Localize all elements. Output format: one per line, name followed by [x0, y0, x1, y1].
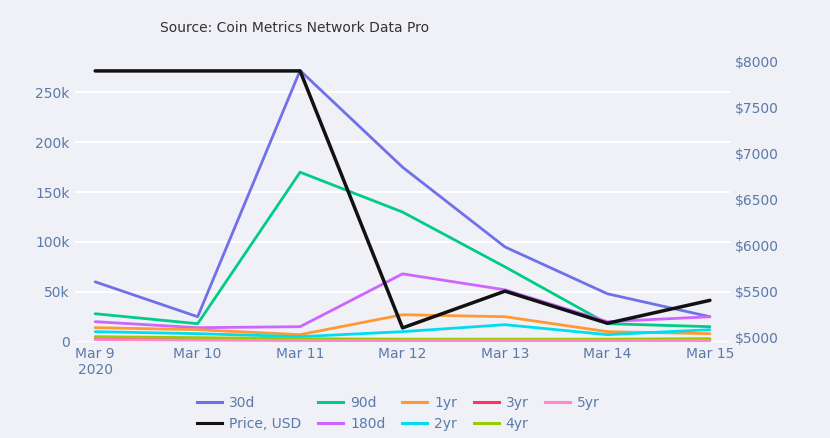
90d — [398, 209, 408, 215]
Line: 90d: 90d — [95, 172, 710, 327]
Price, USD — [295, 68, 305, 74]
30d — [603, 291, 613, 297]
2yr — [603, 332, 613, 337]
180d — [193, 325, 203, 330]
90d — [603, 321, 613, 326]
2yr — [500, 322, 510, 327]
3yr — [500, 337, 510, 342]
30d — [295, 68, 305, 73]
Line: 1yr: 1yr — [95, 315, 710, 335]
4yr — [398, 336, 408, 342]
5yr — [193, 338, 203, 343]
180d — [398, 271, 408, 276]
1yr — [295, 332, 305, 337]
4yr — [193, 335, 203, 340]
3yr — [705, 337, 715, 342]
4yr — [295, 336, 305, 341]
90d — [295, 170, 305, 175]
90d — [500, 264, 510, 269]
5yr — [90, 337, 100, 342]
4yr — [603, 336, 613, 342]
Legend: 30d, Price, USD, 90d, 180d, 1yr, 2yr, 3yr, 4yr, 5yr: 30d, Price, USD, 90d, 180d, 1yr, 2yr, 3y… — [198, 396, 599, 431]
Line: 4yr: 4yr — [95, 337, 710, 339]
Line: 5yr: 5yr — [95, 339, 710, 341]
1yr — [90, 325, 100, 330]
Text: Source: Coin Metrics Network Data Pro: Source: Coin Metrics Network Data Pro — [160, 21, 429, 35]
1yr — [500, 314, 510, 319]
Price, USD — [193, 68, 203, 74]
Price, USD — [603, 321, 613, 326]
2yr — [705, 327, 715, 332]
5yr — [295, 338, 305, 343]
2yr — [295, 334, 305, 339]
Line: 30d: 30d — [95, 71, 710, 317]
Line: Price, USD: Price, USD — [95, 71, 710, 328]
90d — [193, 321, 203, 326]
3yr — [295, 337, 305, 342]
Price, USD — [705, 298, 715, 303]
30d — [500, 244, 510, 250]
5yr — [603, 338, 613, 343]
180d — [295, 324, 305, 329]
3yr — [603, 337, 613, 342]
3yr — [193, 336, 203, 342]
90d — [705, 324, 715, 329]
1yr — [603, 329, 613, 334]
Price, USD — [398, 325, 408, 331]
5yr — [500, 338, 510, 343]
3yr — [398, 337, 408, 342]
5yr — [398, 338, 408, 343]
3yr — [90, 336, 100, 341]
2yr — [193, 331, 203, 336]
4yr — [500, 336, 510, 342]
180d — [603, 319, 613, 324]
180d — [500, 287, 510, 293]
Price, USD — [90, 68, 100, 74]
4yr — [90, 334, 100, 339]
30d — [398, 165, 408, 170]
2yr — [90, 329, 100, 334]
1yr — [193, 327, 203, 332]
Line: 2yr: 2yr — [95, 325, 710, 337]
30d — [705, 314, 715, 319]
180d — [90, 319, 100, 324]
30d — [90, 279, 100, 284]
Line: 180d: 180d — [95, 274, 710, 328]
5yr — [705, 338, 715, 343]
1yr — [398, 312, 408, 318]
30d — [193, 314, 203, 319]
180d — [705, 314, 715, 319]
1yr — [705, 331, 715, 336]
2yr — [398, 329, 408, 334]
Price, USD — [500, 289, 510, 294]
4yr — [705, 336, 715, 341]
90d — [90, 311, 100, 316]
